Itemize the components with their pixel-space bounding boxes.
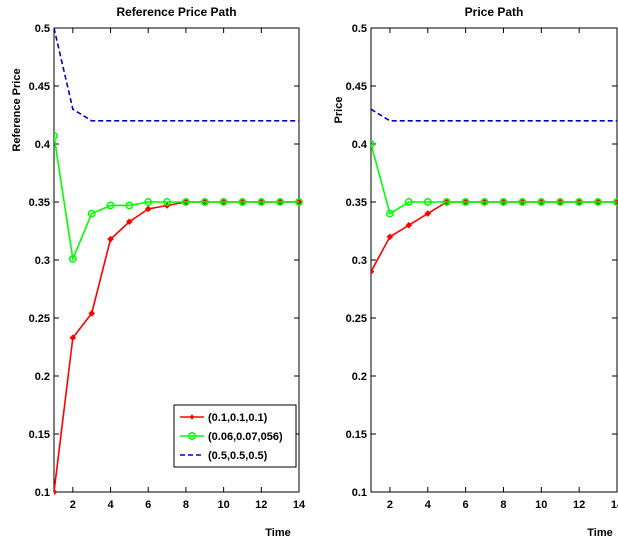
series-point-1 <box>480 198 489 206</box>
series-point-0 <box>371 268 375 275</box>
series-point-0 <box>405 221 413 229</box>
series-point-0 <box>386 233 394 241</box>
series-point-1 <box>276 198 285 206</box>
series-point-1 <box>556 198 565 206</box>
y-tick-label: 0.4 <box>35 139 51 151</box>
chart-title: Price Path <box>465 5 524 19</box>
y-tick-label: 0.25 <box>29 313 50 325</box>
y-tick-label: 0.15 <box>346 429 367 441</box>
legend-label-1: (0.06,0.07,056) <box>208 431 283 443</box>
y-tick-label: 0.5 <box>35 23 50 35</box>
series-point-1 <box>442 198 451 206</box>
x-tick-label: 10 <box>217 499 229 511</box>
x-axis-label: Time <box>265 527 290 539</box>
x-tick-label: 14 <box>611 499 618 511</box>
series-point-1 <box>163 198 172 206</box>
y-tick-label: 0.1 <box>35 487 50 499</box>
x-tick-label: 6 <box>463 499 469 511</box>
series-point-1 <box>295 198 303 206</box>
x-tick-label: 6 <box>145 499 151 511</box>
series-point-1 <box>613 198 618 206</box>
series-point-0 <box>69 334 77 342</box>
y-tick-label: 0.5 <box>352 23 367 35</box>
series-point-0 <box>54 488 58 496</box>
x-tick-label: 14 <box>293 499 306 511</box>
series-point-1 <box>257 198 266 206</box>
x-tick-label: 10 <box>535 499 547 511</box>
legend-marker-0 <box>189 414 195 420</box>
series-line-0 <box>371 201 617 272</box>
series-point-1 <box>181 198 190 206</box>
chart-title: Reference Price Path <box>116 5 236 19</box>
price-panel: Price Path Price Time 2 4 6 8 10 12 14 0.1 0.15 0.2 0… <box>333 5 618 539</box>
legend: (0.1,0.1,0.1) (0.06,0.07,056) (0.5,0.5,0.5… <box>173 404 297 468</box>
x-tick-label: 8 <box>500 499 506 511</box>
y-tick-label: 0.3 <box>352 255 367 267</box>
series-point-1 <box>575 198 584 206</box>
series-line-2 <box>371 108 617 122</box>
series-point-0 <box>126 218 133 226</box>
series-point-1 <box>238 198 247 206</box>
y-tick-label: 0.35 <box>29 197 50 209</box>
series-line-1 <box>54 135 299 262</box>
series-point-1 <box>125 201 134 210</box>
x-tick-label: 4 <box>107 499 114 511</box>
reference-price-panel: Reference Price Path Reference Price Time 2… <box>11 5 306 539</box>
x-tick-label: 4 <box>425 499 432 511</box>
x-tick-label: 2 <box>70 499 76 511</box>
y-tick-label: 0.4 <box>352 139 368 151</box>
axes-box <box>370 27 618 493</box>
y-axis-label: Price <box>333 97 345 124</box>
x-tick-label: 12 <box>255 499 267 511</box>
y-tick-label: 0.25 <box>346 313 367 325</box>
series-point-0 <box>88 310 95 317</box>
series-point-1 <box>499 198 508 206</box>
y-tick-label: 0.1 <box>352 487 367 499</box>
series-line-2 <box>54 27 299 122</box>
legend-label-2: (0.5,0.5,0.5) <box>208 450 268 462</box>
y-tick-label: 0.35 <box>346 197 367 209</box>
y-tick-label: 0.45 <box>29 81 50 93</box>
series-point-0 <box>107 235 114 243</box>
series-point-1 <box>87 209 96 218</box>
x-tick-label: 2 <box>387 499 393 511</box>
plot-area <box>54 27 303 496</box>
series-point-1 <box>144 198 153 206</box>
y-tick-label: 0.45 <box>346 81 367 93</box>
series-point-1 <box>68 254 77 263</box>
series-point-1 <box>219 198 228 206</box>
series-point-0 <box>424 210 432 217</box>
series-point-1 <box>461 198 470 206</box>
series-point-1 <box>423 198 432 206</box>
series-point-1 <box>200 198 209 206</box>
series-point-1 <box>106 201 115 210</box>
y-tick-label: 0.3 <box>35 255 50 267</box>
series-point-1 <box>404 198 413 206</box>
series-point-1 <box>594 198 603 206</box>
series-point-1 <box>385 209 394 218</box>
y-tick-label: 0.2 <box>35 371 50 383</box>
series-point-1 <box>371 140 375 148</box>
series-point-1 <box>537 198 546 206</box>
series-point-0 <box>144 205 152 213</box>
series-point-1 <box>518 198 527 206</box>
y-tick-label: 0.15 <box>29 429 50 441</box>
y-axis-label: Reference Price <box>11 68 23 151</box>
x-tick-label: 8 <box>183 499 189 511</box>
x-axis-label: Time <box>587 527 612 539</box>
plot-area <box>371 108 618 275</box>
series-point-1 <box>54 131 58 140</box>
x-tick-label: 12 <box>573 499 585 511</box>
y-tick-label: 0.2 <box>352 371 367 383</box>
legend-label-0: (0.1,0.1,0.1) <box>208 412 268 424</box>
legend-marker-1 <box>188 432 196 440</box>
